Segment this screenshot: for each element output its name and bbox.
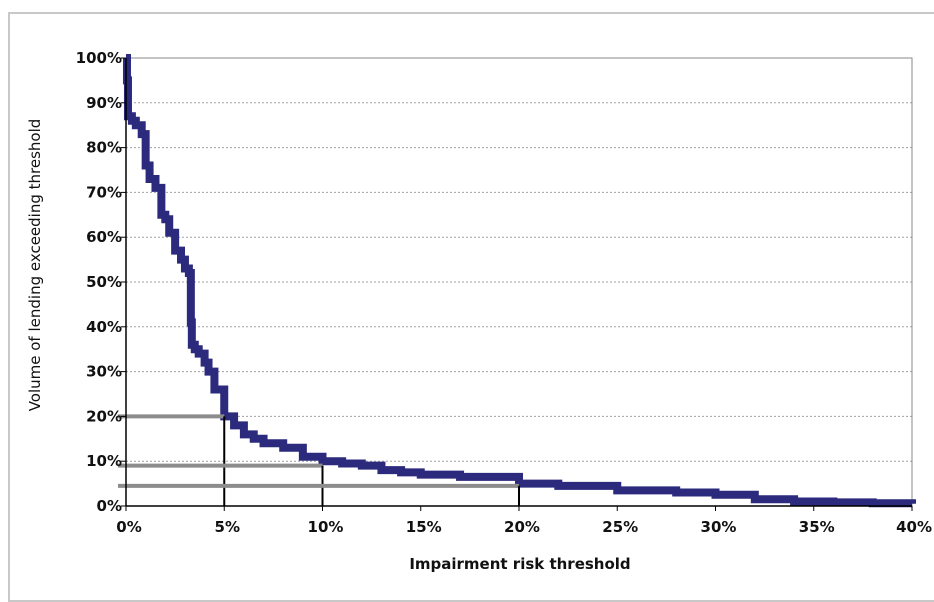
y-tick-label: 10%: [86, 452, 122, 470]
x-tick-label: 10%: [308, 518, 344, 536]
y-axis-label: Volume of lending exceeding threshold: [26, 119, 44, 412]
y-tick-label: 50%: [86, 273, 122, 291]
y-tick-label: 30%: [86, 363, 122, 381]
x-tick-label: 25%: [602, 518, 638, 536]
x-tick-label: 40%: [896, 518, 932, 536]
y-tick-label: 90%: [86, 94, 122, 112]
y-tick-label: 60%: [86, 228, 122, 246]
gridlines: [126, 58, 912, 461]
y-tick-label: 0%: [97, 497, 122, 515]
series-line: [126, 58, 912, 504]
x-tick-label: 30%: [701, 518, 737, 536]
impairment-risk-chart: 0% 10% 20% 30% 40% 50% 60% 70% 80% 90% 100% 0% 5% 10…: [0, 0, 934, 588]
x-tick-label: 15%: [406, 518, 442, 536]
x-tick-label: 0%: [116, 518, 141, 536]
series-layer: [126, 58, 912, 504]
y-tick-label: 70%: [86, 183, 122, 201]
x-axis-label: Impairment risk threshold: [409, 555, 630, 573]
y-tick-label: 40%: [86, 318, 122, 336]
x-tick-labels: 0% 5% 10% 15% 20% 25% 30% 35% 40%: [116, 506, 932, 536]
x-tick-label: 35%: [799, 518, 835, 536]
x-tick-label: 5%: [215, 518, 240, 536]
y-tick-label: 100%: [76, 49, 122, 67]
y-tick-label: 80%: [86, 139, 122, 157]
x-tick-label: 20%: [504, 518, 540, 536]
y-tick-labels: 0% 10% 20% 30% 40% 50% 60% 70% 80% 90% 100%: [76, 49, 126, 515]
y-tick-label: 20%: [86, 407, 122, 425]
